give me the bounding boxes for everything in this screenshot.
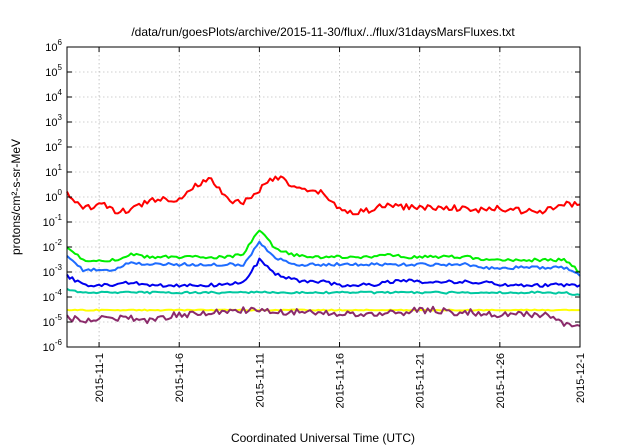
series-line-yellow <box>66 308 580 312</box>
series-line-blue_dark <box>66 257 581 288</box>
series-line-red <box>66 175 581 216</box>
x-tick-label: 2015-11-26 <box>495 353 507 408</box>
x-axis-label: Coordinated Universal Time (UTC) <box>231 431 415 445</box>
x-tick-label: 2015-12-1 <box>575 353 587 403</box>
series-line-green <box>66 229 581 273</box>
x-tick-label: 2015-11-6 <box>174 353 186 402</box>
series-line-blue_light <box>66 240 581 277</box>
x-tick-label: 2015-11-16 <box>335 353 347 408</box>
x-tick-label: 2015-11-21 <box>415 353 427 408</box>
y-ticks: 10-6 10-5 10-4 10-3 10-2 10-1 100 101 102 103 104 1… <box>43 38 580 354</box>
y-tick-label: 10-1 <box>43 213 63 229</box>
y-tick-label: 106 <box>45 38 62 54</box>
x-tick-label: 2015-11-1 <box>94 353 106 402</box>
x-ticks: 2015-11-1 2015-11-6 2015-11-11 2015-11-16 20… <box>94 47 587 408</box>
y-tick-label: 10-4 <box>43 288 63 304</box>
y-tick-label: 104 <box>45 88 62 104</box>
y-tick-label: 102 <box>45 138 62 154</box>
chart-title: /data/run/goesPlots/archive/2015-11-30/f… <box>131 25 515 39</box>
y-tick-label: 105 <box>45 63 62 79</box>
y-tick-label: 10-5 <box>43 313 63 329</box>
series-lines <box>66 175 581 328</box>
y-tick-label: 10-3 <box>43 263 63 279</box>
y-tick-label: 10-2 <box>43 238 63 254</box>
series-line-purple <box>66 305 581 328</box>
y-tick-label: 103 <box>45 113 62 129</box>
x-tick-label: 2015-11-11 <box>254 353 266 408</box>
y-axis-label: protons/cm²-s-sr-MeV <box>9 139 23 255</box>
y-tick-label: 10-6 <box>43 338 63 354</box>
series-line-teal <box>66 288 581 296</box>
grid-lines <box>67 47 580 347</box>
y-tick-label: 100 <box>45 188 62 204</box>
y-tick-label: 101 <box>45 163 62 179</box>
